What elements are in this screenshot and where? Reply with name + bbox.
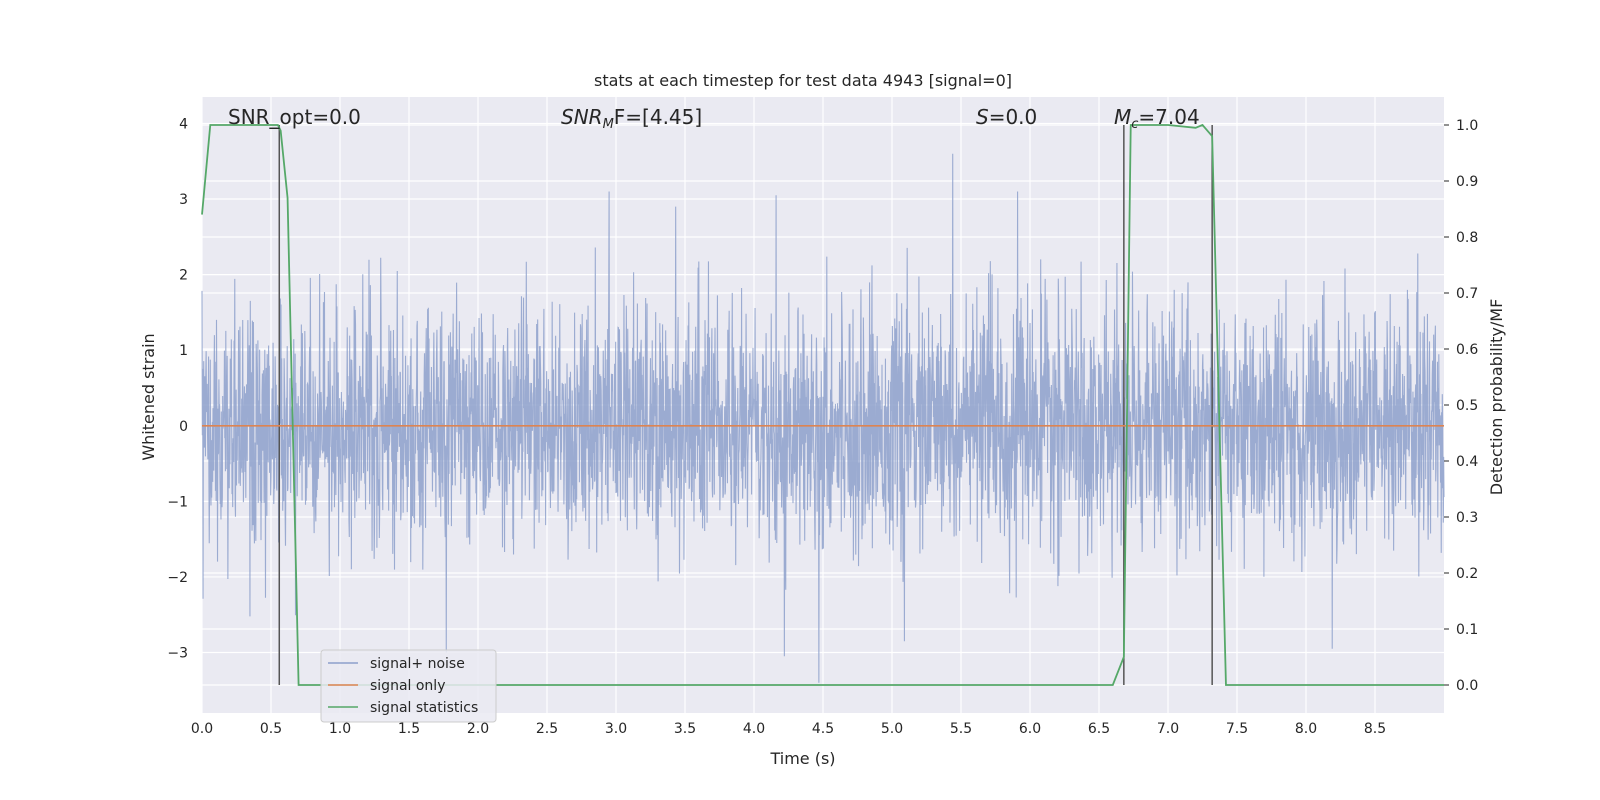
y-right-tick-label: 0.6 [1456, 342, 1478, 358]
annotation-snr-mf-sub: M [603, 117, 614, 132]
y-right-axis-label: Detection probability/MF [1487, 299, 1506, 496]
y-tick-label: 2 [179, 268, 188, 284]
x-tick-label: 4.5 [812, 721, 834, 737]
signal-statistics-line [201, 123, 1444, 686]
x-tick-label: 4.0 [743, 721, 765, 737]
x-tick-label: 3.0 [605, 721, 627, 737]
x-tick-label: 0.5 [260, 721, 282, 737]
x-tick-label: 1.0 [329, 721, 351, 737]
legend: signal+ noise signal only signal statist… [320, 649, 497, 723]
annotation-s-rest: =0.0 [989, 105, 1038, 129]
series-signal-noise [201, 153, 1445, 683]
legend-label-signal-noise: signal+ noise [370, 656, 465, 672]
y-tick-label: −1 [167, 494, 188, 510]
x-axis-label: Time (s) [769, 749, 835, 768]
y-right-tick-label: 0.1 [1456, 622, 1478, 638]
chart-title: stats at each timestep for test data 494… [594, 71, 1012, 90]
y-tick-label: 3 [179, 192, 188, 208]
y-right-tick-label: 1.0 [1456, 118, 1478, 134]
annotation-snr-opt: SNR_opt=0.0 [228, 105, 361, 129]
y-tick-label: 0 [179, 419, 188, 435]
y-tick-label: −3 [167, 646, 188, 662]
x-tick-label: 1.5 [398, 721, 420, 737]
annotation-mc: Mc=7.04 [1114, 105, 1200, 132]
x-tick-label: 2.0 [467, 721, 489, 737]
y-axis-label: Whitened strain [139, 333, 158, 460]
x-tick-label: 3.5 [674, 721, 696, 737]
y-tick-label: 1 [179, 343, 188, 359]
annotation-snr-mf-italic: SNR [561, 105, 603, 129]
y-tick-label: −2 [167, 570, 188, 586]
x-tick-label: 8.5 [1364, 721, 1386, 737]
annotation-mc-italic: M [1114, 105, 1131, 129]
annotation-snr-mf: SNRMF=[4.45] [561, 105, 702, 132]
y-right-tick-label: 0.9 [1456, 174, 1478, 190]
y-right-tick-label: 0.2 [1456, 566, 1478, 582]
axis-ticks: 0.0 0.5 1.0 1.5 2.0 2.5 3.0 3.5 4.0 4.5 5.0 5.5 6.0 6… [167, 116, 1478, 737]
annotation-s: S=0.0 [976, 105, 1037, 129]
x-tick-label: 7.0 [1157, 721, 1179, 737]
y-right-tick-label: 0.3 [1456, 510, 1478, 526]
signal-noise-line [201, 153, 1445, 683]
x-tick-label: 0.0 [191, 721, 213, 737]
legend-label-signal-only: signal only [370, 678, 445, 694]
legend-box [320, 649, 497, 723]
series-lines [201, 123, 1444, 686]
x-tick-label: 5.5 [950, 721, 972, 737]
x-tick-label: 6.5 [1088, 721, 1110, 737]
y-right-tick-label: 0.8 [1456, 230, 1478, 246]
x-tick-label: 6.0 [1019, 721, 1041, 737]
x-tick-label: 7.5 [1226, 721, 1248, 737]
x-tick-label: 5.0 [881, 721, 903, 737]
legend-label-signal-statistics: signal statistics [370, 700, 478, 716]
y-right-tick-label: 0.4 [1456, 454, 1478, 470]
annotation-s-italic: S [976, 105, 989, 129]
y-right-tick-label: 0.7 [1456, 286, 1478, 302]
annotation-mc-rest: =7.04 [1138, 105, 1199, 129]
y-right-tick-label: 0.5 [1456, 398, 1478, 414]
y-tick-label: 4 [179, 116, 188, 132]
y-right-tick-label: 0.0 [1456, 678, 1478, 694]
x-tick-label: 2.5 [536, 721, 558, 737]
annotation-mc-sub: c [1131, 117, 1138, 132]
annotation-snr-mf-rest: F=[4.45] [614, 105, 702, 129]
x-tick-label: 8.0 [1295, 721, 1317, 737]
